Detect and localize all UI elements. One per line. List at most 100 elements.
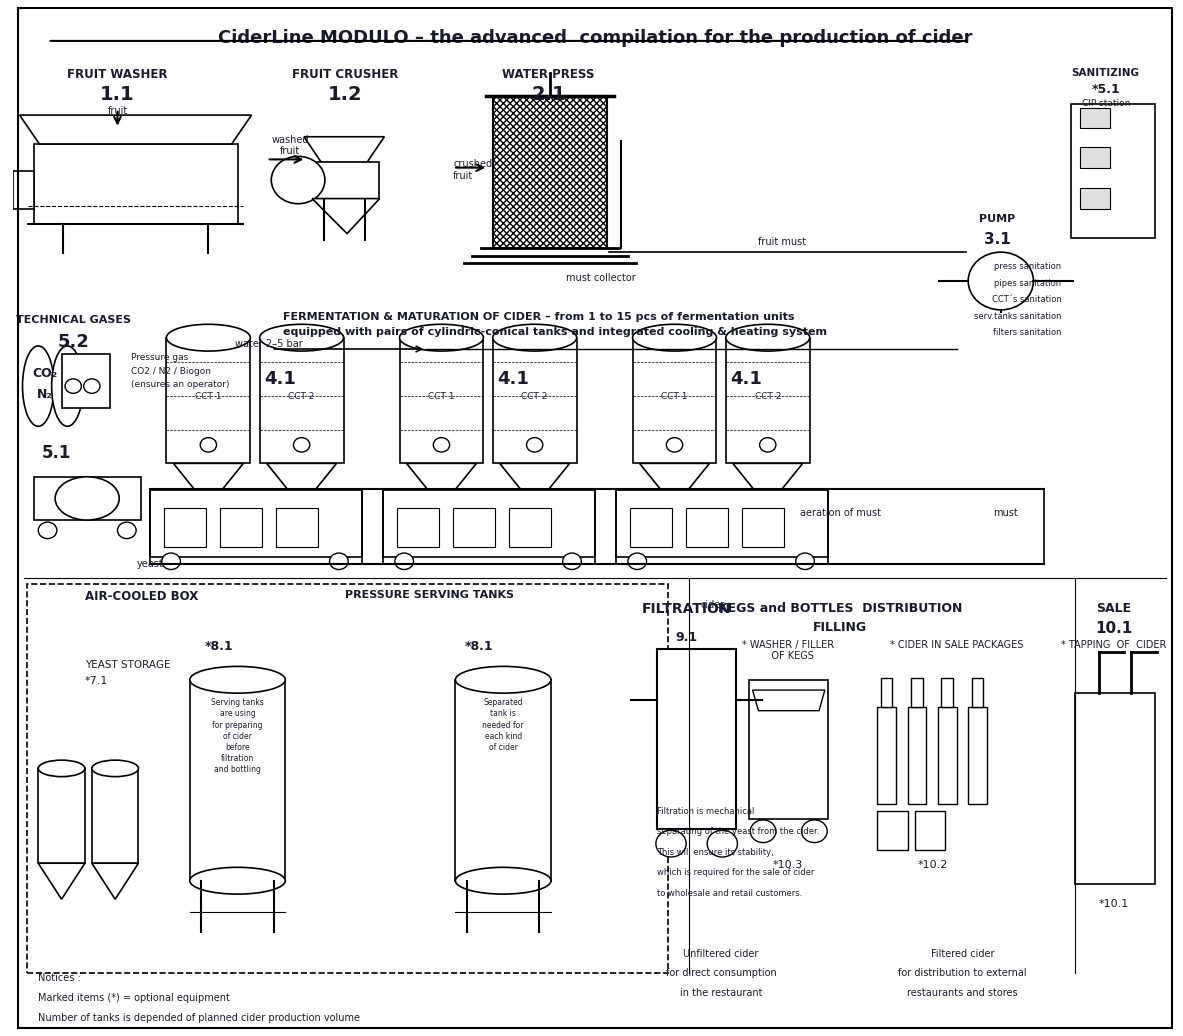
Text: Filtration is mechanical: Filtration is mechanical [657,806,755,815]
Polygon shape [13,171,33,209]
Text: Number of tanks is depended of planned cider production volume: Number of tanks is depended of planned c… [38,1012,361,1023]
Bar [742,508,784,547]
Text: separating of the yeast from the cider.: separating of the yeast from the cider. [657,827,820,836]
Ellipse shape [52,346,83,426]
Text: yeast: yeast [137,559,163,569]
Text: Notices :: Notices : [38,974,80,983]
Text: 3.1: 3.1 [984,231,1010,247]
Ellipse shape [56,477,119,520]
Text: CCT´s sanitation: CCT´s sanitation [991,295,1061,305]
Text: to wholesale and retail customers.: to wholesale and retail customers. [657,889,802,898]
Text: * CIDER IN SALE PACKAGES: * CIDER IN SALE PACKAGES [890,639,1023,650]
Text: 2.1: 2.1 [531,85,565,105]
Ellipse shape [455,666,551,693]
Text: FILLING: FILLING [813,621,867,634]
Bar [911,678,923,707]
Bar [509,508,551,547]
Circle shape [38,522,57,539]
Bar [726,338,809,463]
Text: SALE: SALE [1097,603,1131,615]
Circle shape [563,553,581,570]
Text: cider: cider [700,601,724,610]
Circle shape [666,437,683,452]
Text: 4.1: 4.1 [730,370,762,387]
Text: which is required for the sale of cider: which is required for the sale of cider [657,868,814,877]
Polygon shape [732,463,803,507]
Polygon shape [640,463,710,507]
Bar [167,338,251,463]
Bar [938,707,957,805]
Text: CCT 1: CCT 1 [428,392,454,401]
Bar [189,680,285,881]
Text: CiderLine MODULO – the advanced  compilation for the production of cider: CiderLine MODULO – the advanced compilat… [218,29,972,47]
Bar [914,810,945,850]
Ellipse shape [189,666,285,693]
Text: water 2–5 bar: water 2–5 bar [235,339,303,349]
Bar [878,810,907,850]
Polygon shape [304,137,384,163]
Ellipse shape [22,346,54,426]
Bar [686,508,728,547]
Text: must collector: must collector [567,272,636,283]
Circle shape [526,437,543,452]
Ellipse shape [259,324,343,351]
Bar [26,584,667,974]
Text: FRUIT CRUSHER: FRUIT CRUSHER [291,67,397,81]
Ellipse shape [92,760,138,777]
Text: Serving tanks
are using
for preparing
of cider
before
filtration
and bottling: Serving tanks are using for preparing of… [211,698,264,774]
Ellipse shape [493,324,576,351]
Bar [971,678,983,707]
Text: Filtered cider: Filtered cider [931,949,994,958]
Polygon shape [20,115,252,144]
Text: Separated
tank is
needed for
each kind
of cider: Separated tank is needed for each kind o… [483,698,524,752]
Circle shape [330,553,348,570]
Bar [749,680,828,818]
Text: SANITIZING: SANITIZING [1072,67,1139,78]
Text: *8.1: *8.1 [465,639,493,653]
Text: 1.2: 1.2 [328,85,362,105]
Text: crushed
fruit: crushed fruit [453,160,492,181]
Text: PUMP: PUMP [980,214,1015,224]
Ellipse shape [189,867,285,894]
Bar [150,490,362,557]
Text: *10.3: *10.3 [772,860,803,870]
Polygon shape [38,863,85,899]
Text: 5.1: 5.1 [41,443,71,462]
Text: press sanitation: press sanitation [994,262,1061,271]
Bar [907,707,926,805]
Text: N₂: N₂ [38,387,53,401]
Bar [942,678,953,707]
Bar [1080,189,1111,209]
Polygon shape [92,863,138,899]
Circle shape [200,437,216,452]
Bar [493,338,576,463]
Text: CCT 2: CCT 2 [289,392,315,401]
Bar [259,338,343,463]
Text: 10.1: 10.1 [1095,621,1132,636]
Circle shape [293,437,310,452]
Bar [92,769,138,863]
Circle shape [707,830,737,857]
Text: This will ensure its stability,: This will ensure its stability, [657,847,774,857]
Bar [881,678,892,707]
Bar [220,508,261,547]
Bar [453,508,494,547]
Circle shape [433,437,450,452]
Bar [1080,147,1111,168]
Text: fruit: fruit [108,106,128,116]
Text: fruit must: fruit must [757,237,806,247]
Text: CO2 / N2 / Biogon: CO2 / N2 / Biogon [131,367,212,375]
Text: 5.2: 5.2 [57,333,89,350]
Bar [62,354,110,408]
Circle shape [117,522,136,539]
Text: FERMENTATION & MATURATION OF CIDER – from 1 to 15 pcs of fermentation units: FERMENTATION & MATURATION OF CIDER – fro… [283,312,795,322]
Text: 4.1: 4.1 [497,370,529,387]
Text: CIP station: CIP station [1081,98,1130,108]
Circle shape [84,379,101,394]
Circle shape [395,553,414,570]
Text: KEGS and BOTTLES  DISTRIBUTION: KEGS and BOTTLES DISTRIBUTION [718,603,962,615]
Circle shape [796,553,814,570]
Circle shape [162,553,181,570]
Bar [657,649,736,829]
Text: 9.1: 9.1 [675,631,697,644]
